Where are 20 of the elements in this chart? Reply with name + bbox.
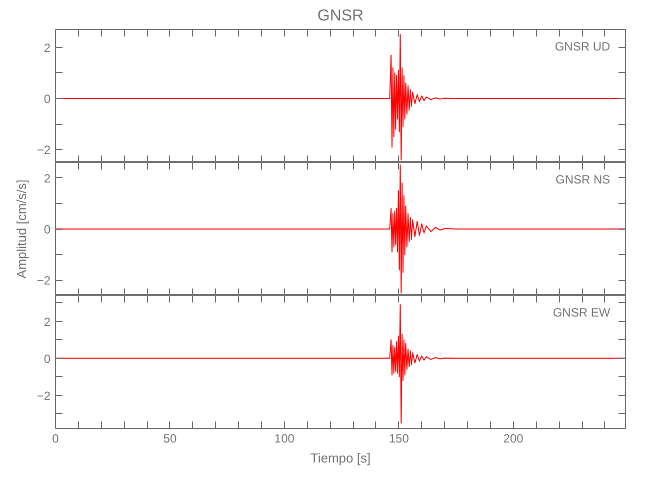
y-tick-label: 0 (44, 92, 51, 106)
x-tick-label: 50 (163, 432, 177, 446)
x-tick-label: 200 (503, 432, 524, 446)
chart-title: GNSR (317, 8, 364, 24)
x-tick-label: 0 (52, 432, 60, 446)
x-tick-label: 150 (388, 432, 410, 446)
y-tick-label: −2 (36, 143, 51, 158)
y-tick-label: 2 (44, 171, 51, 186)
annotation: GNSR UD (554, 40, 610, 54)
annotation: GNSR EW (552, 306, 611, 320)
y-tick-label: 2 (44, 314, 51, 329)
y-tick-label: −2 (36, 274, 51, 288)
y-tick-label: 2 (44, 40, 51, 55)
annotation: GNSR NS (555, 172, 610, 186)
y-tick-label: 0 (44, 222, 51, 236)
x-tick-label: 100 (274, 432, 295, 446)
y-tick-label: −2 (36, 388, 51, 403)
x-axis-title: Tiempo [s] (310, 450, 371, 466)
y-axis-title: Amplitud [cm/s/s] (14, 180, 29, 278)
y-tick-label: 0 (44, 352, 51, 366)
